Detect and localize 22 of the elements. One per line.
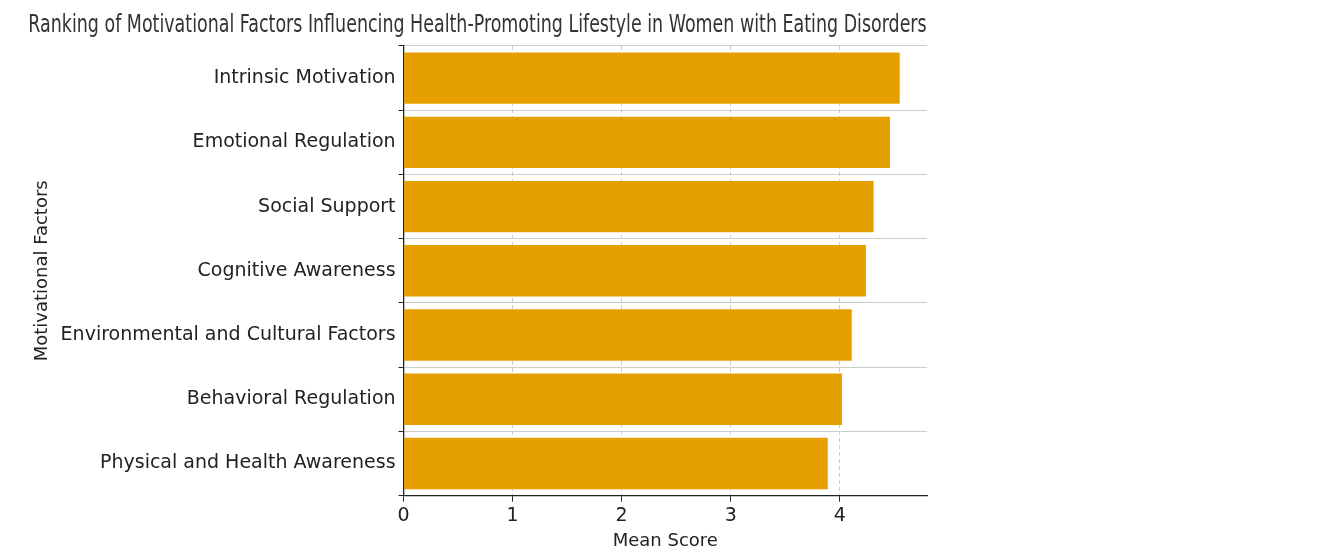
x-tick-label: 2 [615, 502, 628, 525]
x-axis-title: Mean Score [612, 528, 718, 550]
y-tick-label: Environmental and Cultural Factors [60, 321, 396, 344]
bar [404, 116, 890, 169]
x-tick-label: 0 [397, 502, 410, 525]
y-tick-label: Social Support [258, 193, 396, 216]
y-tick-label: Physical and Health Awareness [100, 450, 396, 473]
x-tick-label: 1 [506, 502, 519, 525]
x-tick-label: 3 [724, 502, 737, 525]
bar [404, 309, 852, 361]
y-tick-label: Cognitive Awareness [197, 257, 396, 280]
bar [404, 180, 874, 233]
chart-title: Ranking of Motivational Factors Influencing Health-Promoting Lifestyle in Women with Eating Disorders [28, 8, 927, 38]
bar [404, 245, 866, 297]
y-tick-label: Intrinsic Motivation [213, 65, 396, 88]
x-tick-label: 4 [833, 502, 846, 525]
bar [404, 52, 900, 104]
y-axis-title: Motivational Factors [30, 180, 52, 362]
bar [404, 373, 842, 425]
y-tick-label: Behavioral Regulation [186, 386, 396, 409]
bar [404, 437, 828, 490]
y-tick-label: Emotional Regulation [192, 129, 396, 152]
